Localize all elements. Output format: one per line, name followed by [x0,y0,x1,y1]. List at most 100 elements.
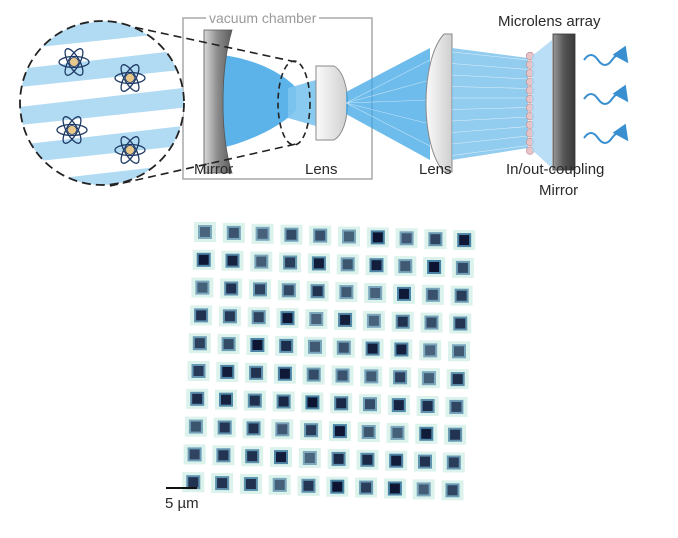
scale-bar-label: 5 µm [165,495,199,512]
atom-spot [211,473,234,494]
atom-spot [355,477,378,498]
atom-spot [271,419,294,440]
atom-spot [216,361,239,382]
atom-spot [298,448,321,468]
zoom-line-bottom [109,143,297,187]
atom-spot [250,251,273,272]
inner-lens-shape [315,65,348,141]
atom-spot [412,479,435,500]
atom-spot [442,452,465,473]
atom-spot [270,447,292,468]
atom-spot [186,388,209,409]
atom-spot [182,472,205,493]
atom-spot [239,474,262,494]
atom-spot [395,228,418,249]
atom-spot [364,283,387,303]
atom-spot [246,335,269,355]
atom-spot [304,336,326,357]
atom-spot [297,475,320,496]
vacuum-chamber-label: vacuum chamber [206,11,320,25]
atom-spot [300,420,323,441]
atom-spot [331,365,354,386]
atom-spot [190,305,213,326]
atom-spot [245,362,268,383]
atom-spot [327,448,350,469]
outer-lens-label: Lens [419,161,452,178]
atom-spot [450,285,473,306]
zoom-circle-content [20,21,184,185]
atom-spot [192,249,215,270]
atom-spot [390,339,413,360]
atom-spot [268,474,291,495]
cavity-beam [222,55,296,148]
atom-spot [326,476,349,497]
atom-spot [453,230,476,251]
outer-lens-shape [425,33,453,173]
zoom-ellipse [277,60,311,146]
atom-spot [247,307,270,328]
coupling-mirror-shape [552,33,576,171]
post-microlens-beam [532,40,552,168]
atom-spot [213,417,236,438]
atom-spot [444,424,467,445]
atom-spot [451,257,474,278]
atom-spot [249,279,271,300]
atom-spot [445,396,468,417]
atom-spot [383,478,406,499]
atom-spot [421,284,444,305]
atom-spot [332,337,355,358]
inner-lens-label: Lens [305,161,338,178]
atom-spot [389,367,412,388]
atom-spot [361,338,384,359]
atom-spot [183,444,206,465]
atom-spot [414,451,436,472]
atom-spot [272,391,295,412]
free-space-beam-rays [345,59,431,147]
coupling-mirror-label-line1: In/out-coupling [506,161,605,178]
atom-spot [188,333,211,354]
mirror-label: Mirror [194,161,234,178]
atom-spot [251,223,274,244]
atom-spot [302,364,325,385]
atom-spot [273,363,296,384]
atom-spot [387,395,410,416]
atom-spot [362,310,385,331]
atom-spot [217,334,240,355]
atom-spot [277,280,300,301]
atom-spot [420,312,443,333]
atom-spot [391,311,414,332]
atom-spot [306,281,329,302]
atom-spot [416,396,439,416]
microlens-fan [452,48,528,160]
atom-spot [419,340,442,361]
zoom-line-top [109,21,297,63]
atom-spot [184,416,207,437]
atom-spot [276,308,299,329]
coupling-mirror-label-line2: Mirror [539,182,579,199]
atom-spot [365,255,388,276]
atom-spot [359,394,381,415]
atom-spot [366,227,389,248]
atom-spot [385,450,408,471]
atom-spot [301,392,324,413]
atom-spot [187,361,210,381]
atom-spot [424,229,447,250]
atom-spot [446,369,469,390]
mirror-shape [203,29,233,174]
atom-spot [241,446,264,467]
atom-spot [393,283,415,304]
atom-spot [415,423,438,444]
atom-spot [220,278,243,299]
atom-spot [330,393,353,414]
atom-spot [417,368,440,389]
atom-spot [423,257,446,277]
atom-spot [449,313,472,334]
free-space-beam [346,48,430,160]
atom-icon [58,48,90,76]
atom-icon [114,136,146,164]
atom-spot [309,225,332,246]
microlens-array-label: Microlens array [498,13,601,30]
atom-icon [56,116,88,144]
